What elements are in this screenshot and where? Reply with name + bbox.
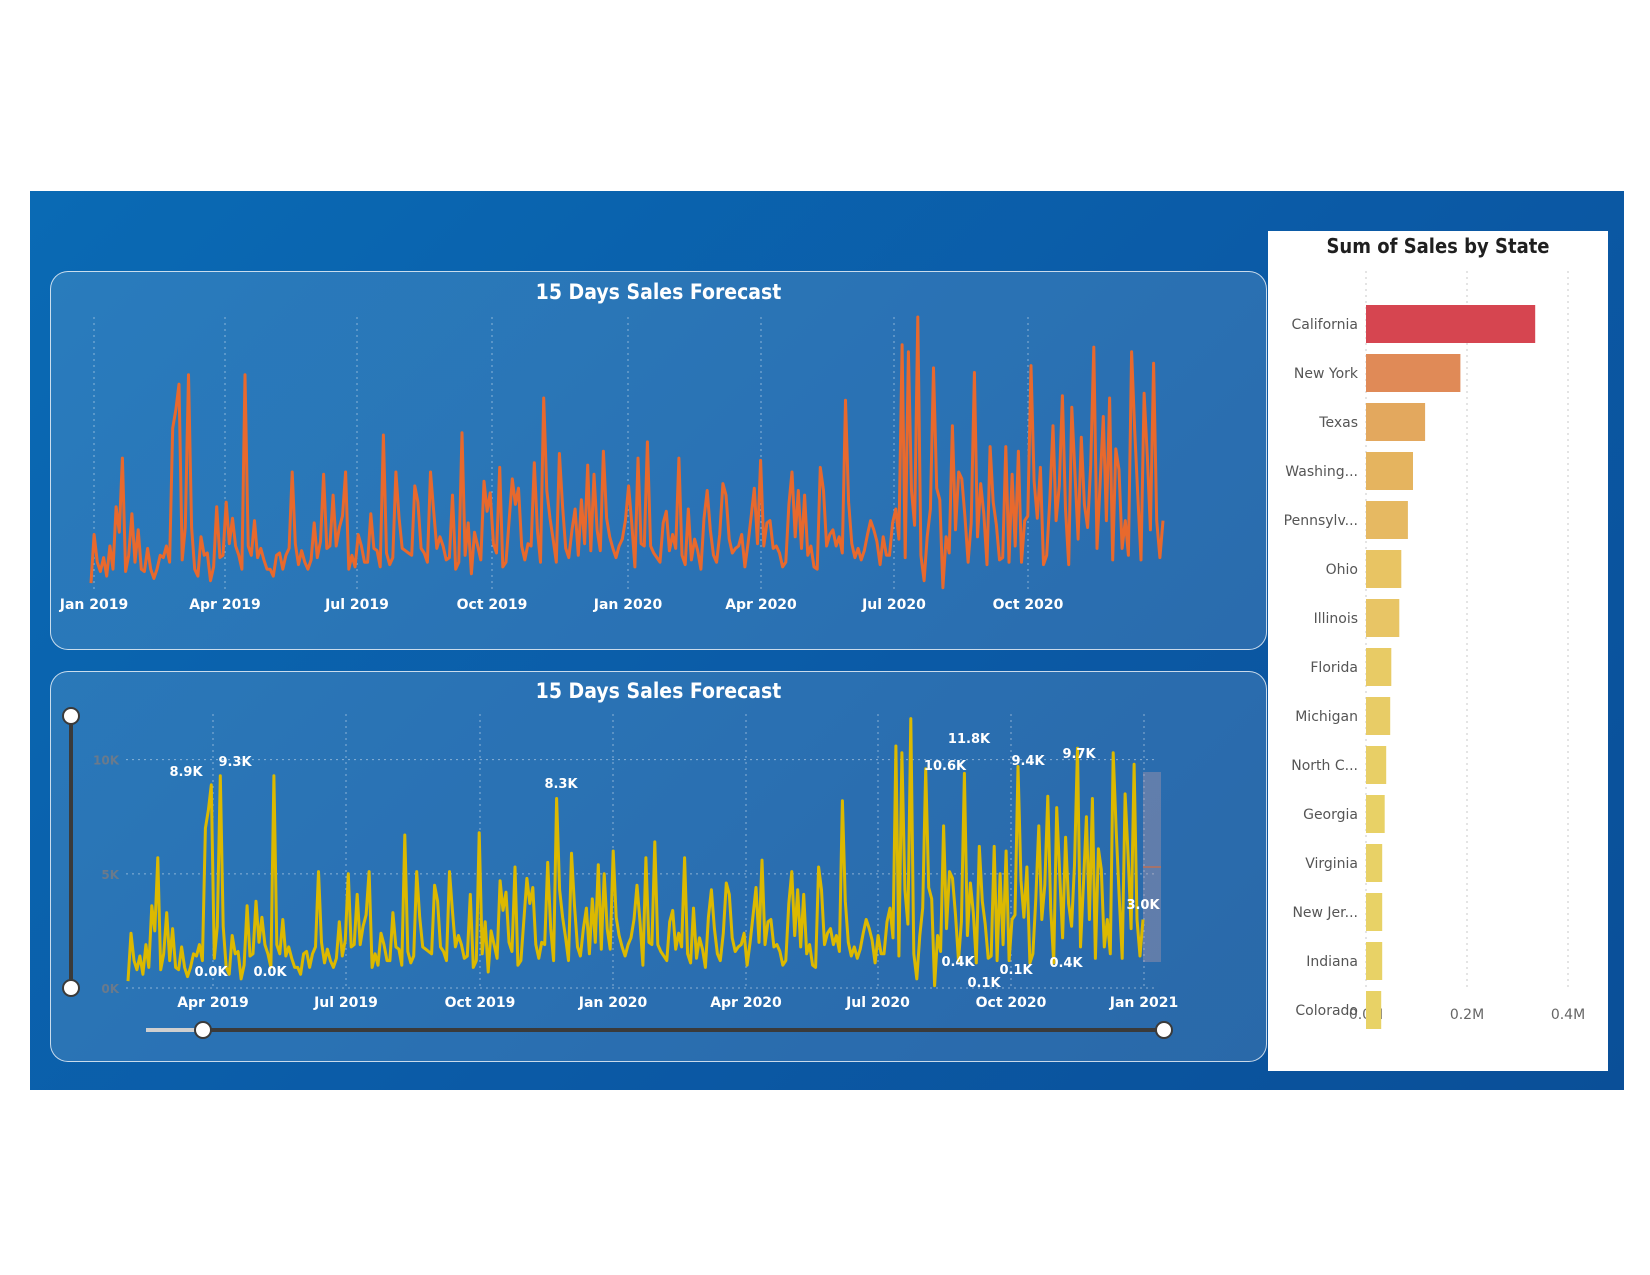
bottom-x-tick-label: Jan 2021	[1109, 995, 1178, 1011]
sales-by-state-panel: Sum of Sales by State 0.0M0.2M0.4MCalifo…	[1268, 231, 1608, 1071]
top-x-tick-label: Jan 2020	[593, 597, 663, 613]
bottom-data-label: 8.9K	[169, 765, 203, 780]
bottom-data-label: 0.4K	[1049, 956, 1083, 971]
bottom-line-chart: 0K 5K 10K Apr 2019 Jul 2019 Oct 2019 Jan 2020 A…	[62, 707, 1178, 1039]
bar-illinois[interactable]	[1366, 599, 1400, 637]
bottom-chart-title: 15 Days Sales Forecast	[535, 679, 782, 703]
top-x-tick-label: Jan 2019	[59, 597, 128, 613]
bar-category-label: Illinois	[1314, 611, 1358, 627]
bar-virginia[interactable]	[1366, 844, 1383, 882]
bottom-x-tick-label: Jul 2020	[845, 995, 910, 1011]
bar-category-label: Texas	[1318, 415, 1358, 431]
bar-category-label: Colorado	[1295, 1003, 1358, 1019]
bottom-data-label: 9.3K	[218, 755, 252, 770]
bottom-forecast-panel: 15 Days Sales Forecast 0K 5K 10K Apr 2019 Ju…	[50, 671, 1267, 1062]
bar-category-label: Florida	[1310, 660, 1358, 676]
bottom-data-label: 9.7K	[1062, 747, 1096, 762]
bottom-series-line	[126, 717, 1145, 988]
bar-category-label: Virginia	[1305, 856, 1358, 872]
top-line-chart: Jan 2019 Apr 2019 Jul 2019 Oct 2019 Jan 2020…	[59, 315, 1165, 613]
top-x-tick-label: Oct 2019	[457, 597, 528, 613]
bottom-data-label: 0.4K	[941, 955, 975, 970]
bottom-data-label: 0.1K	[967, 976, 1001, 991]
top-chart-title: 15 Days Sales Forecast	[535, 280, 782, 304]
x-range-slider-left-handle[interactable]	[194, 1021, 212, 1039]
bar-category-label: New Jer...	[1292, 905, 1358, 921]
bar-chart-title: Sum of Sales by State	[1326, 234, 1550, 258]
bar-california[interactable]	[1366, 305, 1536, 343]
dashboard-canvas: 15 Days Sales Forecast Jan 2019 Apr 2019 J…	[30, 191, 1624, 1090]
bottom-y-tick-label: 10K	[93, 754, 120, 768]
y-range-slider-bottom-handle[interactable]	[62, 979, 80, 997]
top-x-tick-label: Jul 2019	[324, 597, 389, 613]
bar-category-label: California	[1292, 317, 1358, 333]
bar-x-tick-label: 0.2M	[1450, 1007, 1484, 1023]
bottom-x-tick-label: Jan 2020	[578, 995, 648, 1011]
bottom-data-label: 3.0K	[1126, 898, 1160, 913]
bar-florida[interactable]	[1366, 648, 1392, 686]
bottom-data-label: 8.3K	[544, 777, 578, 792]
bottom-x-tick-label: Oct 2019	[445, 995, 516, 1011]
bar-category-label: New York	[1294, 366, 1359, 382]
bottom-x-tick-label: Oct 2020	[976, 995, 1047, 1011]
bar-category-label: North C...	[1291, 758, 1358, 774]
bottom-data-label: 0.1K	[999, 963, 1033, 978]
x-range-slider-right-handle[interactable]	[1155, 1021, 1173, 1039]
top-x-tick-label: Apr 2020	[725, 597, 797, 613]
bottom-data-label: 0.0K	[194, 965, 228, 980]
bar-x-tick-label: 0.4M	[1551, 1007, 1585, 1023]
bar-georgia[interactable]	[1366, 795, 1385, 833]
bar-new-york[interactable]	[1366, 354, 1461, 392]
top-forecast-panel: 15 Days Sales Forecast Jan 2019 Apr 2019 J…	[50, 271, 1267, 650]
bottom-data-label: 9.4K	[1011, 754, 1045, 769]
bar-category-label: Ohio	[1326, 562, 1358, 578]
top-x-tick-label: Oct 2020	[993, 597, 1064, 613]
bar-michigan[interactable]	[1366, 697, 1391, 735]
bar-category-label: Washing...	[1285, 464, 1358, 480]
bar-category-label: Indiana	[1306, 954, 1358, 970]
bar-category-label: Michigan	[1295, 709, 1358, 725]
top-x-tick-label: Jul 2020	[861, 597, 926, 613]
bottom-y-tick-label: 0K	[101, 982, 119, 996]
y-range-slider-top-handle[interactable]	[62, 707, 80, 725]
bar-category-label: Georgia	[1303, 807, 1358, 823]
bar-texas[interactable]	[1366, 403, 1426, 441]
bar-washing-[interactable]	[1366, 452, 1413, 490]
top-x-tick-label: Apr 2019	[189, 597, 261, 613]
bar-ohio[interactable]	[1366, 550, 1402, 588]
bottom-x-tick-label: Jul 2019	[313, 995, 378, 1011]
bottom-x-tick-label: Apr 2019	[177, 995, 249, 1011]
bar-category-label: Pennsylv...	[1284, 513, 1358, 529]
top-series-line	[89, 315, 1165, 590]
bar-pennsylv-[interactable]	[1366, 501, 1408, 539]
bottom-data-label: 10.6K	[924, 759, 967, 774]
bottom-data-label: 11.8K	[948, 732, 991, 747]
bottom-y-tick-label: 5K	[101, 868, 119, 882]
bar-indiana[interactable]	[1366, 942, 1383, 980]
bar-new-jer-[interactable]	[1366, 893, 1383, 931]
bar-colorado[interactable]	[1366, 991, 1382, 1029]
bottom-data-label: 0.0K	[253, 965, 287, 980]
bar-north-c-[interactable]	[1366, 746, 1387, 784]
bottom-x-tick-label: Apr 2020	[710, 995, 782, 1011]
